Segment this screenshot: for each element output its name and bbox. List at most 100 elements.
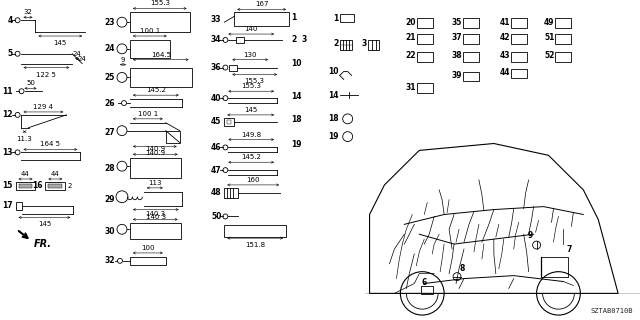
Text: 45: 45 [211,117,221,126]
Bar [421,286,433,294]
Text: 32: 32 [104,256,115,265]
Bar [225,225,286,237]
Text: 6: 6 [421,278,426,287]
Bar [236,37,244,43]
Text: 164.5: 164.5 [151,52,171,58]
Text: SZTAB0710B: SZTAB0710B [591,308,633,314]
Bar [227,120,231,124]
Bar [511,18,527,28]
Text: 35: 35 [452,18,462,27]
Text: 15: 15 [2,181,13,190]
Text: 145: 145 [244,107,257,113]
Text: 9: 9 [527,231,533,240]
Text: 145: 145 [54,40,67,46]
Text: 2: 2 [67,183,72,189]
Text: 155.3: 155.3 [241,83,261,89]
Text: 26: 26 [104,99,115,108]
Text: 49: 49 [544,18,554,27]
Bar [130,257,166,265]
Bar [45,182,65,190]
Text: 24: 24 [104,44,115,53]
Text: 2: 2 [291,36,296,44]
Text: 24: 24 [77,56,86,62]
Text: 18: 18 [328,114,339,123]
Bar [463,52,479,62]
Bar [234,12,289,26]
Bar [511,68,527,78]
Bar [15,182,35,190]
Text: 16: 16 [32,181,42,190]
Text: 44: 44 [21,171,30,177]
Text: 11.3: 11.3 [17,136,33,142]
Text: 17: 17 [2,201,13,210]
Text: 3: 3 [302,36,307,44]
Text: 113: 113 [148,180,161,186]
Text: 8: 8 [459,264,465,273]
Text: 2: 2 [333,39,339,48]
Text: 140.3: 140.3 [145,212,165,218]
Text: 10: 10 [328,67,339,76]
Text: 14: 14 [328,91,339,100]
Text: 155.3: 155.3 [150,0,170,6]
Text: 39: 39 [452,71,462,80]
Bar [340,14,354,22]
Text: 22: 22 [406,51,416,60]
Bar [463,71,479,81]
Text: 29: 29 [104,195,115,204]
Text: 50: 50 [26,80,35,86]
Text: 160: 160 [246,177,260,183]
Text: 13: 13 [2,148,13,157]
Text: 145: 145 [38,221,51,228]
Bar [556,18,572,28]
Text: 41: 41 [499,18,509,27]
Text: 5: 5 [8,49,13,58]
Text: 140 3: 140 3 [146,213,166,220]
Text: 30: 30 [104,227,115,236]
Text: 50: 50 [211,212,221,221]
Bar [130,223,180,239]
Text: 1: 1 [333,14,339,23]
Text: 24: 24 [73,51,82,57]
Text: 19: 19 [291,140,301,149]
Text: 20: 20 [406,18,416,27]
Text: 34: 34 [211,36,221,44]
Text: 4: 4 [7,16,13,25]
Text: 12: 12 [2,110,13,119]
Bar [463,34,479,44]
Text: 164 5: 164 5 [40,141,60,148]
Text: 40: 40 [211,94,221,103]
Text: 32: 32 [24,9,33,15]
Text: 122 5: 122 5 [36,71,56,77]
Text: 140.9: 140.9 [145,146,165,152]
Bar [417,34,433,44]
Text: 10: 10 [291,59,301,68]
Bar [19,184,33,188]
Text: 129 4: 129 4 [33,104,53,110]
Text: 31: 31 [406,83,416,92]
Text: 145.2: 145.2 [241,154,261,160]
Text: 21: 21 [406,34,416,43]
Text: 37: 37 [451,34,462,43]
Text: 3: 3 [362,39,367,48]
Bar [417,52,433,62]
Text: 42: 42 [499,34,509,43]
Text: 130: 130 [243,52,257,58]
Bar [225,118,234,126]
Bar [417,83,433,93]
Bar [130,158,180,178]
Text: 11: 11 [2,87,13,96]
Text: 47: 47 [211,166,221,175]
Text: 140.9: 140.9 [145,150,165,156]
Text: 43: 43 [499,51,509,60]
Bar [340,40,351,50]
Text: 100: 100 [141,245,155,251]
Text: 100 1: 100 1 [138,111,158,117]
Bar [367,40,380,50]
Bar [511,34,527,44]
Bar [15,202,22,210]
Bar [541,257,568,276]
Text: 19: 19 [328,132,339,141]
Text: 7: 7 [566,244,572,253]
Text: 48: 48 [211,188,221,197]
Text: 38: 38 [451,51,462,60]
